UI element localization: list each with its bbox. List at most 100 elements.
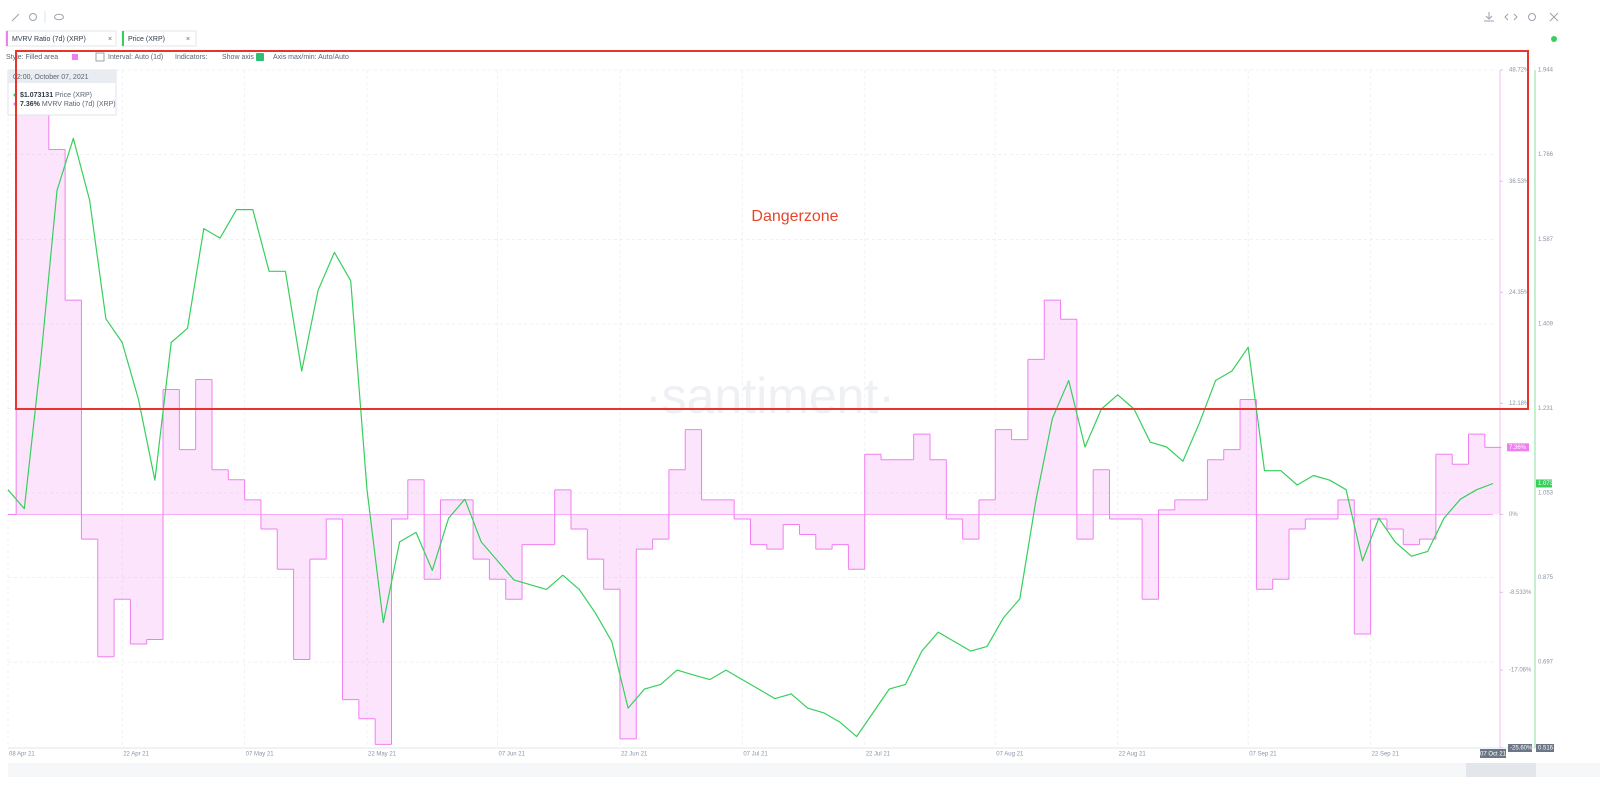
area-step: [1158, 509, 1175, 515]
area-step: [1027, 359, 1045, 515]
tooltip: 02:00, October 07, 2021 $1.073131 Price …: [7, 69, 117, 116]
overlay: 07 Oct 21 0.516 -25.60% 7.36% 1.073: [1480, 443, 1554, 758]
tooltip-metric: MVRV Ratio (7d) (XRP): [42, 101, 116, 108]
area-step: [456, 499, 474, 515]
download-icon[interactable]: [1484, 12, 1494, 22]
area-step: [962, 514, 979, 540]
draw-icon[interactable]: [11, 13, 20, 22]
show-axis-label: Show axis: [222, 54, 254, 61]
area-step: [1174, 499, 1192, 515]
x-tick-label: 22 Jun 21: [621, 752, 648, 758]
navigator-window[interactable]: [1466, 763, 1536, 777]
emoji-icon[interactable]: [29, 13, 37, 21]
tab-close[interactable]: ×: [186, 36, 190, 43]
area-step: [1223, 449, 1241, 515]
x-tick-label: 22 Jul 21: [866, 752, 891, 758]
interval-select[interactable]: Interval: Auto (1d): [108, 54, 163, 61]
area-step: [1093, 469, 1110, 515]
area-step: [1011, 439, 1028, 515]
area-step: [424, 514, 441, 580]
area-step: [179, 449, 196, 515]
area-step: [1125, 514, 1143, 520]
area-step: [815, 514, 833, 550]
area-step: [783, 514, 800, 525]
area-step: [1419, 514, 1436, 540]
area-step: [342, 514, 359, 700]
y2-tick-label: 1.053: [1538, 491, 1554, 497]
plot: 08 Apr 21 22 Apr 21 07 May 21 22 May 21 07 J…: [7, 68, 1554, 758]
area-step: [1207, 459, 1224, 515]
area-step: [946, 514, 963, 520]
style-select[interactable]: Style: Filled area: [6, 54, 58, 61]
tab-color: [6, 31, 8, 46]
area-step: [587, 514, 604, 560]
close-icon[interactable]: [1549, 12, 1559, 22]
area-step: [309, 514, 327, 560]
settings-icon[interactable]: [1528, 13, 1536, 21]
area-step: [1109, 514, 1126, 520]
current-mvrv-tag: [1507, 443, 1529, 452]
area-step: [163, 389, 180, 515]
area-step: [848, 514, 865, 570]
area-step: [505, 514, 523, 600]
area-step: [114, 514, 131, 600]
area-step: [1044, 300, 1061, 515]
y-tick-label: -8.533%: [1509, 590, 1532, 596]
area-step: [489, 514, 506, 580]
y2-tick-label: 1.766: [1538, 152, 1554, 158]
tab-label[interactable]: MVRV Ratio (7d) (XRP): [12, 36, 86, 43]
tab-close[interactable]: ×: [108, 36, 112, 43]
x-tick-label: 22 Sep 21: [1372, 752, 1400, 758]
area-step: [16, 110, 33, 515]
navigator-track[interactable]: [8, 763, 1600, 777]
tooltip-value: 7.36%: [20, 101, 41, 108]
tooltip-row: 7.36% MVRV Ratio (7d) (XRP): [20, 101, 116, 108]
show-axis-checkbox[interactable]: [256, 53, 264, 61]
area-step: [1321, 514, 1338, 520]
area-step: [701, 499, 718, 515]
area-step: [391, 514, 408, 520]
tooltip-metric: Price (XRP): [55, 92, 92, 99]
area-step: [326, 514, 343, 520]
area-step: [1142, 514, 1159, 600]
x-tick-label: 07 Aug 21: [996, 752, 1024, 758]
area-step: [1289, 514, 1306, 530]
area-step: [766, 514, 784, 550]
area-step: [603, 514, 620, 590]
danger-zone-label: Dangerzone: [751, 208, 838, 225]
area-step: [881, 459, 898, 515]
x-tick-label: 22 Aug 21: [1119, 752, 1147, 758]
tooltip-value: $1.073131: [20, 92, 53, 99]
area-step: [1435, 454, 1453, 515]
x-tick-label: 08 Apr 21: [9, 752, 35, 758]
x-tick-label: 22 May 21: [368, 752, 397, 758]
embed-icon[interactable]: [1504, 13, 1518, 21]
settings-row: Style: Filled area Interval: Auto (1d) I…: [6, 52, 349, 62]
eye-icon[interactable]: [54, 13, 64, 21]
area-step: [554, 489, 571, 515]
tooltip-header: [8, 70, 116, 83]
axis-minmax-select[interactable]: Axis max/min: Auto/Auto: [273, 54, 349, 61]
area-step: [668, 469, 686, 515]
area-step: [97, 514, 115, 657]
x-tick-label: 07 Jul 21: [743, 752, 768, 758]
y2-tick-label: 1.944: [1538, 68, 1554, 74]
area-step: [930, 459, 947, 515]
indicators-select[interactable]: Indicators:: [175, 54, 207, 61]
y2-tick-label: 0.697: [1538, 660, 1554, 666]
area-step: [1060, 319, 1077, 515]
area-step: [1191, 499, 1208, 515]
cursor-date-box: [1480, 749, 1506, 758]
area-step: [1452, 464, 1469, 515]
tab-label[interactable]: Price (XRP): [128, 36, 165, 43]
watermark: ·santiment·: [645, 368, 895, 424]
area-step: [1076, 514, 1094, 540]
color-swatch[interactable]: [72, 54, 78, 60]
area-step: [1386, 514, 1404, 530]
area-step: [358, 514, 376, 719]
cursor-date: 07 Oct 21: [1480, 752, 1507, 758]
y2-tick-label: 1.409: [1538, 322, 1554, 328]
current-mvrv-label: 7.36%: [1509, 445, 1527, 451]
